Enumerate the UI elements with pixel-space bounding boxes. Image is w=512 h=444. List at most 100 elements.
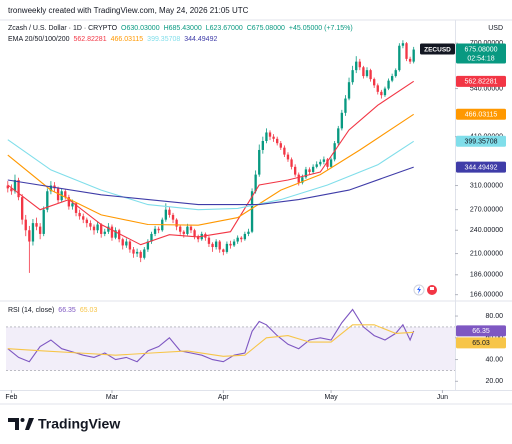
- candle-body: [214, 241, 218, 248]
- logo-part: [8, 418, 19, 430]
- candle-body: [268, 132, 272, 137]
- candle-body: [225, 243, 229, 252]
- candle-body: [100, 224, 103, 234]
- candle-body: [150, 233, 153, 242]
- ema-line: [7, 166, 414, 206]
- candle-body: [276, 138, 279, 144]
- candle-body: [197, 236, 200, 240]
- candle-body: [107, 226, 110, 232]
- legend-value: H685.43000: [164, 25, 202, 32]
- y-tick-label: 80.00: [485, 313, 503, 320]
- candle-body: [390, 76, 394, 81]
- price-badge: [456, 75, 506, 87]
- candle-body: [164, 209, 168, 220]
- candle-body: [78, 212, 81, 217]
- candle-body: [232, 241, 236, 246]
- candle-body: [125, 241, 128, 246]
- candle-body: [236, 237, 239, 242]
- price-badge: [456, 325, 506, 337]
- price-badge-label: 344.49492: [464, 164, 497, 171]
- candle-body: [254, 174, 257, 192]
- candle-body: [405, 43, 408, 59]
- x-tick-label: May: [324, 394, 338, 401]
- price-badge-label: 66.35: [472, 328, 490, 335]
- candle-body: [38, 226, 42, 234]
- candle-body: [153, 228, 157, 234]
- legend-value: 344.49492: [184, 36, 217, 43]
- candle-body: [82, 216, 85, 220]
- candle-body: [92, 226, 96, 231]
- event-icon-glyph: [417, 286, 421, 294]
- candle-body: [326, 159, 329, 167]
- candle-body: [265, 132, 268, 141]
- indicator-header: EMA 20/50/100/200 562.82281 466.03115 399.3…: [8, 36, 217, 43]
- last-price-label: 675.08000: [464, 46, 497, 53]
- rsi-line: [7, 324, 414, 357]
- y-tick-label: 166.00000: [470, 292, 503, 299]
- candle-body: [355, 61, 358, 71]
- candle-body: [17, 179, 20, 198]
- legend-value: L623.67000: [206, 25, 243, 32]
- candle-body: [121, 239, 124, 246]
- y-tick-label: 20.00: [485, 378, 503, 385]
- legend-value: RSI (14, close): [8, 307, 54, 314]
- watermark: tronweekly created with TradingView.com,…: [8, 6, 249, 15]
- legend-value: 66.35: [58, 307, 76, 314]
- candle-body: [128, 241, 132, 250]
- last-price-badge: [456, 43, 506, 64]
- y-tick-label: 540.00000: [470, 85, 503, 92]
- legend-value: 466.03115: [111, 36, 144, 43]
- candle-body: [28, 230, 31, 242]
- candle-body: [135, 251, 139, 254]
- rsi-band: [6, 326, 455, 371]
- candle-body: [387, 80, 390, 89]
- price-badge-label: 562.82281: [464, 79, 497, 86]
- x-tick-label: Apr: [218, 394, 230, 401]
- candle-body: [279, 143, 282, 148]
- candle-body: [394, 70, 397, 77]
- candle-body: [10, 188, 13, 192]
- brand-logo: [8, 418, 34, 430]
- candle-body: [340, 112, 344, 129]
- candle-body: [49, 185, 53, 192]
- ema-line: [7, 139, 415, 211]
- y-tick-label: 40.00: [485, 356, 503, 363]
- candle-body: [351, 70, 354, 83]
- rsi-header: RSI (14, close) 66.35 65.03: [8, 307, 97, 314]
- ema-line: [7, 113, 415, 226]
- event-icons: [413, 284, 437, 296]
- y-tick-label: 240.00000: [470, 227, 503, 234]
- y-tick-label: 186.00000: [470, 272, 503, 279]
- candle-body: [189, 226, 193, 231]
- candle-body: [358, 61, 361, 68]
- candle-body: [20, 197, 24, 220]
- candle-body: [369, 70, 372, 80]
- candle-body: [293, 166, 297, 175]
- candle-body: [193, 230, 196, 237]
- x-tick-label: Feb: [5, 394, 17, 401]
- candle-body: [286, 154, 290, 160]
- candle-body: [344, 98, 347, 113]
- symbol-badge: [420, 43, 455, 55]
- candle-body: [376, 85, 379, 92]
- candle-body: [383, 88, 387, 96]
- logo-part: [20, 418, 25, 422]
- price-badge-label: 466.03115: [465, 112, 498, 119]
- candle-body: [6, 185, 9, 189]
- legend-value: 65.03: [80, 307, 98, 314]
- candle-body: [311, 166, 315, 172]
- legend-value: C675.08000: [247, 25, 285, 32]
- price-badge-label: 65.03: [472, 340, 490, 347]
- candle-body: [304, 169, 308, 178]
- candle-body: [146, 241, 150, 250]
- candle-body: [229, 243, 232, 246]
- candle-body: [103, 231, 106, 234]
- legend-value: EMA 20/50/100/200: [8, 36, 70, 43]
- candle-body: [207, 237, 211, 244]
- price-badge: [456, 135, 506, 147]
- candle-body: [337, 128, 340, 144]
- legend-value: +45.05000 (+7.15%): [289, 25, 353, 32]
- countdown-label: 02:54:18: [467, 55, 494, 62]
